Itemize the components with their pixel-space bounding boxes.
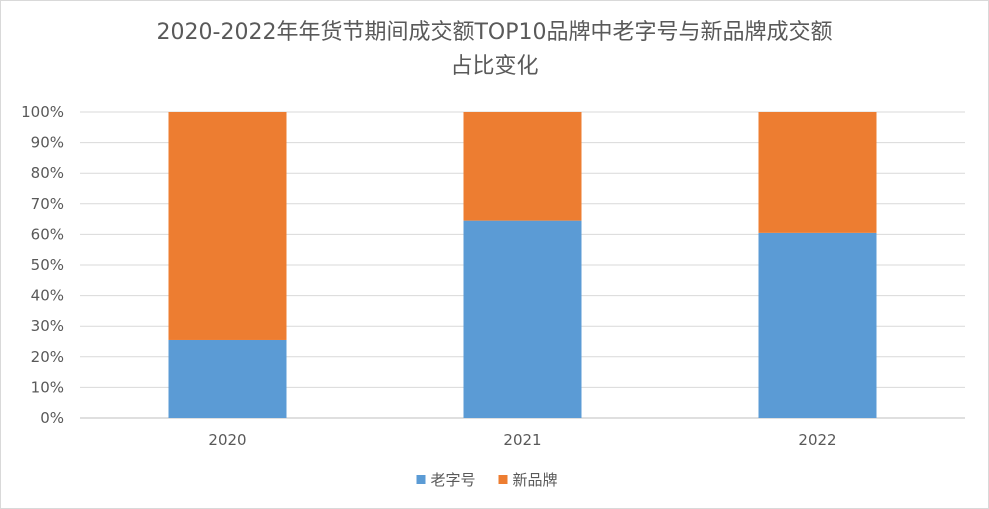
legend-label: 新品牌 <box>513 471 558 489</box>
bar-segment <box>758 112 877 233</box>
y-tick-label: 80% <box>31 164 64 182</box>
y-tick-label: 60% <box>31 225 64 243</box>
x-tick-label: 2021 <box>503 431 541 449</box>
x-axis-ticks: 2020 2021 2022 <box>208 431 836 449</box>
bar-segment <box>168 112 287 340</box>
chart-title: 2020-2022年年货节期间成交额TOP10品牌中老字号与新品牌成交额 占比变… <box>0 16 989 84</box>
bar-segment <box>758 232 877 418</box>
legend-label: 老字号 <box>431 471 476 489</box>
y-axis-ticks: 0% 10% 20% 30% 40% 50% 60% 70% 80% 90% 100% <box>21 103 64 427</box>
y-tick-label: 100% <box>21 103 64 121</box>
y-tick-label: 20% <box>31 348 64 366</box>
legend: 老字号 新品牌 <box>416 471 558 489</box>
bar-segment <box>168 339 287 418</box>
bar-segment <box>463 112 582 221</box>
bar-segment <box>463 220 582 418</box>
chart-title-line-2: 占比变化 <box>450 54 539 79</box>
legend-swatch <box>416 475 426 484</box>
y-tick-label: 10% <box>31 378 64 396</box>
y-tick-label: 40% <box>31 287 64 305</box>
x-tick-label: 2022 <box>798 431 836 449</box>
legend-swatch <box>498 475 508 484</box>
y-tick-label: 0% <box>40 409 64 427</box>
y-tick-label: 50% <box>31 256 64 274</box>
y-tick-label: 70% <box>31 195 64 213</box>
chart-title-line-1: 2020-2022年年货节期间成交额TOP10品牌中老字号与新品牌成交额 <box>156 20 833 45</box>
x-tick-label: 2020 <box>208 431 246 449</box>
bars <box>168 112 877 418</box>
y-tick-label: 30% <box>31 317 64 335</box>
y-tick-label: 90% <box>31 134 64 152</box>
